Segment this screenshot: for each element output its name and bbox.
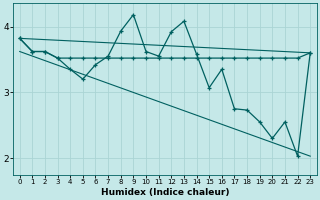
X-axis label: Humidex (Indice chaleur): Humidex (Indice chaleur) [101, 188, 229, 197]
